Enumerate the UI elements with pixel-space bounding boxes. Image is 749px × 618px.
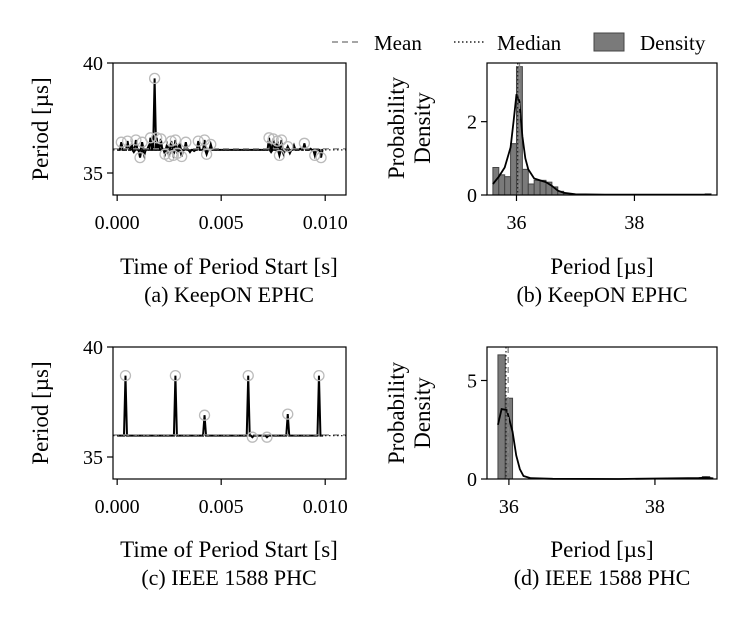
panel-b-ylabel-line1: Probability <box>384 76 409 179</box>
panel-b-histogram-bar <box>521 168 529 196</box>
panel-b-histogram-bar <box>533 179 541 196</box>
legend-density-label: Density <box>640 31 706 55</box>
panel-a-outlier-point <box>176 150 188 163</box>
panel-c-outlier-point <box>282 408 294 420</box>
panel-d-xtick-label: 38 <box>645 496 665 518</box>
panel-a-ytick-label: 35 <box>83 163 103 185</box>
legend-density-swatch <box>593 32 625 52</box>
panel-a-outlier-point <box>115 136 127 148</box>
panel-c-ylabel: Period [µs] <box>28 361 53 464</box>
panel-a-outlier-point <box>309 149 321 162</box>
panel-b-caption: (b) KeepON EPHC <box>516 282 687 307</box>
panel-d-kde-curve <box>497 408 714 480</box>
panel-a-outlier-point <box>180 136 192 148</box>
panel-c-ytick-label: 40 <box>83 337 103 359</box>
panel-a: 0.000 0.005 0.010 35 40 Period [µs] Time of … <box>28 53 348 307</box>
panel-c-outlier-point <box>169 369 182 382</box>
panel-b-ticks: 36 38 0 2 <box>467 112 644 234</box>
panel-a-outlier-point <box>200 148 213 160</box>
panel-a-ylabel: Period [µs] <box>28 77 53 180</box>
panel-c-ticks: 0.000 0.005 0.010 35 40 <box>83 337 348 518</box>
panel-d-caption: (d) IEEE 1588 PHC <box>514 565 691 590</box>
panel-c-xtick-label: 0.005 <box>199 496 244 518</box>
panel-b-histogram-bar <box>527 183 535 196</box>
panel-c-frame <box>112 346 347 480</box>
panel-b-ytick-label: 0 <box>467 185 477 207</box>
panel-a-outlier-point <box>205 138 217 151</box>
panel-c-series-line <box>117 375 324 439</box>
panel-d: 36 38 0 5 Probability Density Period [µs] (… <box>384 346 718 590</box>
panel-c-outlier-point <box>242 369 254 382</box>
panel-a-outlier-point <box>165 135 177 147</box>
panel-b-kde-curve <box>492 93 712 196</box>
panel-b-histogram-bar <box>504 176 512 196</box>
panel-a-ytick-label: 40 <box>83 53 103 75</box>
panel-a-frame <box>112 62 347 196</box>
panel-b-histogram-bar <box>510 143 517 196</box>
panel-a-outlier-point <box>148 72 161 85</box>
panel-c-outlier-point <box>119 369 132 382</box>
panel-b-frame <box>486 62 718 196</box>
panel-a-outlier-point <box>192 135 204 147</box>
panel-c-plot <box>113 369 346 443</box>
panel-a-outlier-point <box>155 133 167 145</box>
panel-b-xtick-label: 36 <box>506 212 526 234</box>
panel-c-outlier-point <box>246 431 259 443</box>
panel-b: 36 38 0 2 Probability Density Period [µs] (… <box>384 62 718 307</box>
panel-a-outlier-point <box>130 134 142 146</box>
panel-b-ytick-label: 2 <box>467 112 477 134</box>
panel-a-outlier-point <box>151 132 163 144</box>
panel-a-xtick-label: 0.005 <box>199 212 244 234</box>
panel-d-ylabel-line1: Probability <box>384 361 409 464</box>
panel-a-outlier-point <box>298 137 311 149</box>
panel-d-ticks: 36 38 0 5 <box>467 370 665 518</box>
panel-d-frame <box>486 346 718 480</box>
panel-a-outlier-point <box>271 135 283 147</box>
panel-a-outlier-point <box>275 134 288 146</box>
panel-b-histogram-bar <box>498 174 506 196</box>
panel-a-outlier-point <box>121 135 134 147</box>
legend-median-label: Median <box>497 31 562 55</box>
panel-d-plot <box>497 347 714 480</box>
panel-d-xtick-label: 36 <box>499 496 519 518</box>
panel-c-outlier-point <box>313 369 325 382</box>
panel-c-outlier-point <box>198 409 211 421</box>
panel-a-caption: (a) KeepON EPHC <box>144 282 314 307</box>
panel-c-outlier-point <box>261 431 273 443</box>
panel-d-ytick-label: 0 <box>467 469 477 491</box>
panel-b-ylabel-line2: Density <box>410 92 435 164</box>
panel-d-ylabel-line2: Density <box>410 377 435 449</box>
legend-mean-label: Mean <box>374 31 422 55</box>
panel-a-xtick-label: 0.010 <box>303 212 348 234</box>
panel-c-ytick-label: 35 <box>83 447 103 469</box>
panel-b-xtick-label: 38 <box>624 212 644 234</box>
panel-c-caption: (c) IEEE 1588 PHC <box>141 565 316 590</box>
panel-b-plot <box>492 63 712 196</box>
panel-a-ticks: 0.000 0.005 0.010 35 40 <box>83 53 348 234</box>
panel-a-xtick-label: 0.000 <box>95 212 140 234</box>
panel-a-outlier-point <box>282 140 294 153</box>
panel-a-outlier-point <box>315 151 327 164</box>
panel-c-xlabel: Time of Period Start [s] <box>120 537 338 562</box>
panel-a-outlier-point <box>273 149 286 162</box>
panel-d-ytick-label: 5 <box>467 370 477 392</box>
panel-b-xlabel: Period [µs] <box>550 254 653 279</box>
legend: Mean Median Density <box>332 31 706 55</box>
panel-a-outlier-point <box>169 134 182 146</box>
panel-a-plot <box>113 72 346 164</box>
panel-c: 0.000 0.005 0.010 35 40 Period [µs] Time of … <box>28 337 348 590</box>
panel-a-xlabel: Time of Period Start [s] <box>120 254 338 279</box>
panel-d-xlabel: Period [µs] <box>550 537 653 562</box>
panel-c-xtick-label: 0.000 <box>95 496 140 518</box>
panel-c-xtick-label: 0.010 <box>303 496 348 518</box>
panel-a-outlier-point <box>134 151 146 164</box>
